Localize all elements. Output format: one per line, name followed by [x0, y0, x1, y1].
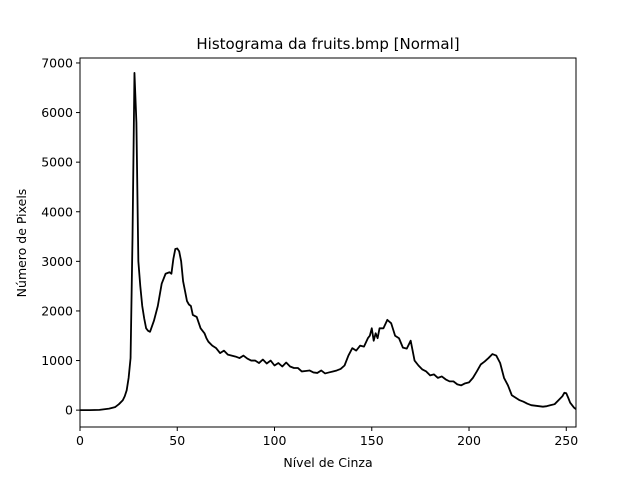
- x-tick-label: 250: [554, 433, 578, 448]
- y-tick-label: 5000: [41, 155, 73, 170]
- y-tick-label: 1000: [41, 353, 73, 368]
- x-tick-label: 0: [76, 433, 84, 448]
- y-tick-label: 3000: [41, 254, 73, 269]
- x-tick-label: 150: [360, 433, 384, 448]
- x-tick-label: 100: [263, 433, 287, 448]
- y-tick-label: 7000: [41, 55, 73, 70]
- y-tick-label: 0: [65, 403, 73, 418]
- x-axis-ticks: 0 50 100 150 200 250: [76, 427, 578, 448]
- x-axis-label: Nível de Cinza: [283, 455, 372, 470]
- y-axis-ticks: 0 1000 2000 3000 4000 5000 6000 7000: [41, 55, 80, 418]
- y-tick-label: 2000: [41, 303, 73, 318]
- chart-title: Histograma da fruits.bmp [Normal]: [196, 35, 459, 53]
- y-tick-label: 4000: [41, 204, 73, 219]
- y-axis-label: Número de Pixels: [14, 189, 29, 298]
- y-tick-label: 6000: [41, 105, 73, 120]
- histogram-series-line: [80, 71, 577, 412]
- plot-frame: [79, 57, 577, 428]
- plot-area: [79, 57, 577, 428]
- x-tick-label: 200: [457, 433, 481, 448]
- x-tick-label: 50: [169, 433, 185, 448]
